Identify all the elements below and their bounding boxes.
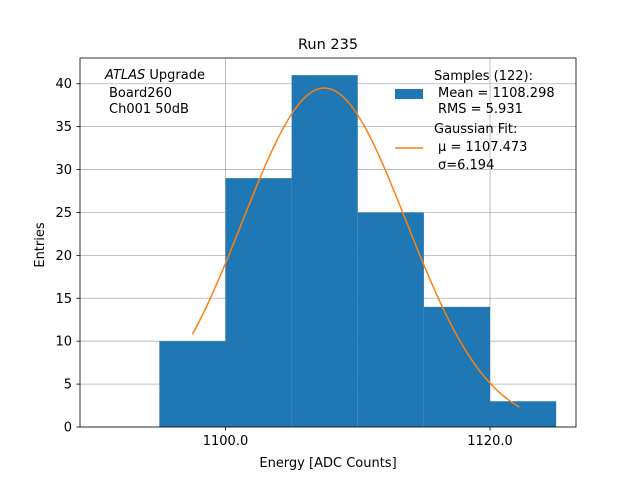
board-label: Board260 (109, 86, 172, 101)
y-tick-label: 15 (55, 292, 72, 307)
y-tick-label: 5 (64, 378, 72, 393)
legend: Samples (122): Mean = 1108.298 RMS = 5.9… (395, 69, 555, 173)
x-axis-label: Energy [ADC Counts] (259, 456, 396, 471)
x-tick-label: 1120.0 (467, 434, 513, 449)
legend-fit-header: Gaussian Fit: (434, 122, 517, 137)
gaussian-fit-curve (191, 87, 520, 408)
legend-samples-mean: Mean = 1108.298 (438, 86, 555, 101)
x-tick-label: 1100.0 (203, 434, 249, 449)
y-tick-label: 30 (55, 163, 72, 178)
atlas-label: ATLAS (104, 68, 145, 83)
y-tick-label: 0 (64, 421, 72, 436)
histogram-bar (225, 178, 292, 427)
histogram-bar (490, 401, 557, 427)
atlas-annotation: ATLAS Upgrade Board260 Ch001 50dB (104, 68, 205, 117)
y-tick-label: 20 (55, 249, 72, 264)
histogram-bar (423, 306, 491, 427)
channel-label: Ch001 50dB (109, 102, 189, 117)
histogram-bar (291, 75, 358, 428)
histogram-bar (159, 341, 226, 427)
y-tick-label: 25 (55, 206, 72, 221)
y-tick-label: 10 (55, 335, 72, 350)
y-tick-label: 40 (55, 77, 72, 92)
chart-title: Run 235 (298, 37, 358, 53)
plot-frame (79, 57, 577, 428)
legend-fit-mu: μ = 1107.473 (438, 140, 527, 155)
legend-fit-sigma: σ=6.194 (438, 158, 494, 173)
legend-samples-swatch (395, 89, 423, 99)
legend-samples-header: Samples (122): (434, 69, 533, 84)
svg-text:ATLAS Upgrade: ATLAS Upgrade (104, 68, 205, 83)
y-axis-label: Entries (33, 222, 48, 268)
axis-ticks: 0 5 10 15 20 25 30 35 40 1100.0 1120.0 (55, 77, 512, 449)
y-tick-label: 35 (55, 120, 72, 135)
legend-samples-rms: RMS = 5.931 (438, 102, 523, 117)
histogram-bars (159, 75, 557, 428)
upgrade-label: Upgrade (145, 68, 205, 83)
histogram-bar (357, 212, 424, 427)
